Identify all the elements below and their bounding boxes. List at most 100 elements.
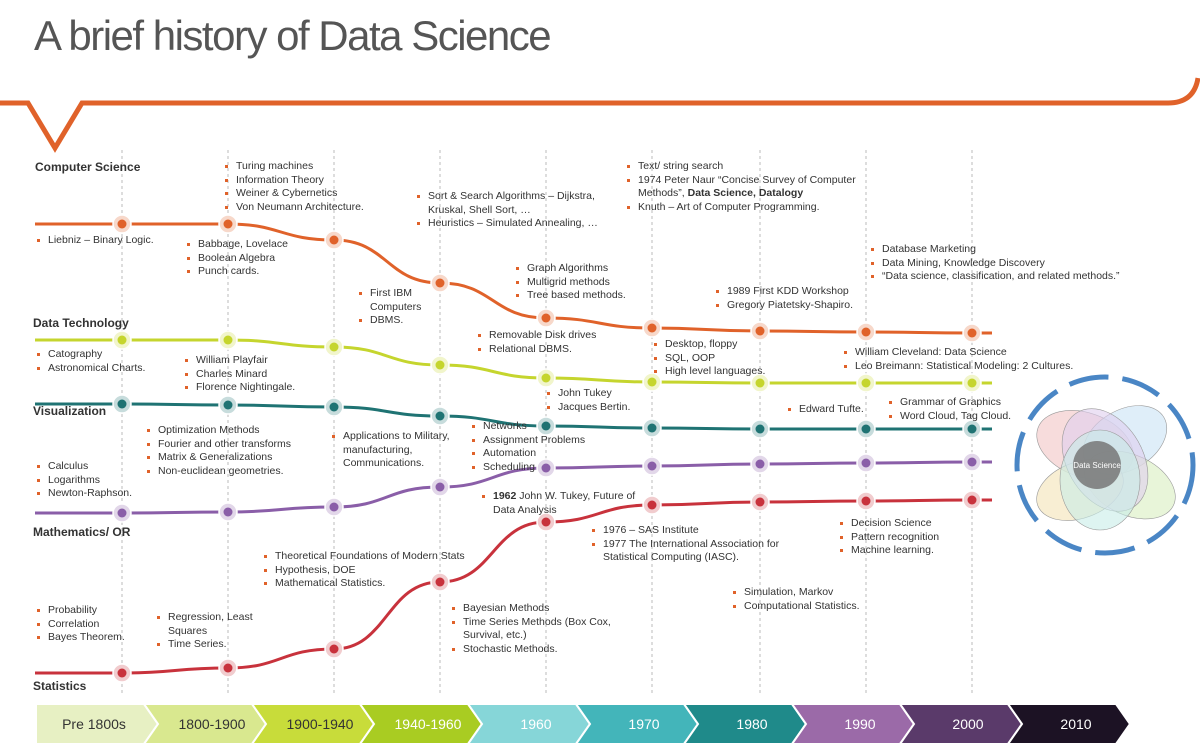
track-node-dot xyxy=(541,313,551,323)
track-node-dot xyxy=(967,424,977,434)
track-node-dot xyxy=(329,502,339,512)
note-item: Logarithms xyxy=(35,474,165,488)
note-text: John W. Tukey, Future of Data Analysis xyxy=(493,490,636,516)
note-list: William Playfair Charles Minard Florence N… xyxy=(183,354,323,395)
period-label: 1800-1900 xyxy=(178,716,246,732)
note: Decision Science Pattern recognition Machi… xyxy=(838,517,978,558)
note-item: 1962 John W. Tukey, Future of Data Analy… xyxy=(480,490,660,517)
note-item: Machine learning. xyxy=(838,544,978,558)
track-node-dot xyxy=(435,482,445,492)
track-node-dot xyxy=(541,517,551,527)
note-list: Database Marketing Data Mining, Knowledge… xyxy=(869,243,1159,284)
track-node-dot xyxy=(861,458,871,468)
track-node-dot xyxy=(117,668,127,678)
note-list: Graph Algorithms Multigrid methods Tree ba… xyxy=(514,262,654,303)
note-item: Theoretical Foundations of Modern Stats xyxy=(262,550,482,564)
note-item: William Cleveland: Data Science xyxy=(842,346,1102,360)
note-item: Simulation, Markov xyxy=(731,586,881,600)
note-item: Information Theory xyxy=(223,174,393,188)
period-label: 1940-1960 xyxy=(394,716,462,732)
track-line xyxy=(35,498,992,675)
note-item: Automation xyxy=(470,447,610,461)
track-node-dot xyxy=(223,335,233,345)
track-node-dot xyxy=(329,402,339,412)
note-item: Computational Statistics. xyxy=(731,600,881,614)
period-label: 1990 xyxy=(844,716,876,732)
period-label: 1900-1940 xyxy=(286,716,354,732)
note: Turing machines Information Theory Weiner … xyxy=(223,160,393,214)
track-node-dot xyxy=(435,577,445,587)
note: Optimization Methods Fourier and other tr… xyxy=(145,424,315,478)
note-list: Desktop, floppy SQL, OOP High level langua… xyxy=(652,338,792,379)
period-label: 1970 xyxy=(628,716,660,732)
note-item: 1977 The International Association for S… xyxy=(590,538,805,565)
track-node-dot xyxy=(223,663,233,673)
note-item: Charles Minard xyxy=(183,368,323,382)
note-list: Liebniz – Binary Logic. xyxy=(35,234,185,248)
track-node-dot xyxy=(861,327,871,337)
track-label: Visualization xyxy=(33,404,107,418)
note-item: Weiner & Cybernetics xyxy=(223,187,393,201)
note-item: Catography xyxy=(35,348,175,362)
note-list: Sort & Search Algorithms – Dijkstra, Kru… xyxy=(415,190,625,231)
period-label: 2000 xyxy=(952,716,984,732)
track-label: Computer Science xyxy=(35,160,141,174)
track-node-dot xyxy=(223,507,233,517)
track-node-dot xyxy=(117,219,127,229)
note: Applications to Military, manufacturing,… xyxy=(330,430,460,471)
track-node-dot xyxy=(329,644,339,654)
track-node-dot xyxy=(967,457,977,467)
track-node-dot xyxy=(967,378,977,388)
note-item: Punch cards. xyxy=(185,265,315,279)
track-node-dot xyxy=(647,500,657,510)
note: 1989 First KDD Workshop Gregory Piatetsky… xyxy=(714,285,884,312)
note: Grammar of Graphics Word Cloud, Tag Cloud… xyxy=(887,396,1037,423)
track-label: Statistics xyxy=(33,679,87,693)
period-label: Pre 1800s xyxy=(62,716,126,732)
note-item: Relational DBMS. xyxy=(476,343,626,357)
track-node-dot xyxy=(967,495,977,505)
track-node-dot xyxy=(541,421,551,431)
note-list: Bayesian Methods Time Series Methods (Box… xyxy=(450,602,630,656)
note-item: SQL, OOP xyxy=(652,352,792,366)
venn-figure: Data Science xyxy=(1014,374,1196,556)
venn-ring xyxy=(1014,374,1196,556)
note-list: Calculus Logarithms Newton-Raphson. xyxy=(35,460,165,501)
note-item: Optimization Methods xyxy=(145,424,315,438)
note-item: Gregory Piatetsky-Shapiro. xyxy=(714,299,884,313)
note-list: John Tukey Jacques Bertin. xyxy=(545,387,655,414)
note: Text/ string search 1974 Peter Naur “Conc… xyxy=(625,160,885,214)
track-label: Mathematics/ OR xyxy=(33,525,131,539)
note: First IBM Computers DBMS. xyxy=(357,287,437,328)
note-item: Text/ string search xyxy=(625,160,885,174)
venn-label: Data Science xyxy=(1073,461,1121,470)
note-list: Networks Assignment Problems Automation Sch… xyxy=(470,420,610,474)
note-text: 1974 Peter Naur “Concise Survey of Compu… xyxy=(638,173,856,200)
note: Bayesian Methods Time Series Methods (Box… xyxy=(450,602,630,656)
track-node-dot xyxy=(755,326,765,336)
track-node-dot xyxy=(541,463,551,473)
note-item: High level languages. xyxy=(652,365,792,379)
note-item: Edward Tufte. xyxy=(786,403,876,417)
track-node-dot xyxy=(861,378,871,388)
note-list: Regression, Least Squares Time Series. xyxy=(155,611,265,652)
note-item: Matrix & Generalizations xyxy=(145,451,315,465)
note: Calculus Logarithms Newton-Raphson. xyxy=(35,460,165,501)
track-node-dot xyxy=(967,328,977,338)
note-item: Turing machines xyxy=(223,160,393,174)
track-node-dot xyxy=(117,399,127,409)
note-list: First IBM Computers DBMS. xyxy=(357,287,437,328)
track-node-dot xyxy=(647,461,657,471)
note: Removable Disk drives Relational DBMS. xyxy=(476,329,626,356)
note-item: Heuristics – Simulated Annealing, … xyxy=(415,217,625,231)
track-node-dot xyxy=(647,323,657,333)
track-node-dot xyxy=(435,278,445,288)
note-list: Theoretical Foundations of Modern Stats H… xyxy=(262,550,482,591)
track-node-dot xyxy=(755,497,765,507)
track-node-dot xyxy=(755,459,765,469)
note-item: Graph Algorithms xyxy=(514,262,654,276)
note-item: DBMS. xyxy=(357,314,437,328)
note-list: Turing machines Information Theory Weiner … xyxy=(223,160,393,214)
note-item: Stochastic Methods. xyxy=(450,643,630,657)
